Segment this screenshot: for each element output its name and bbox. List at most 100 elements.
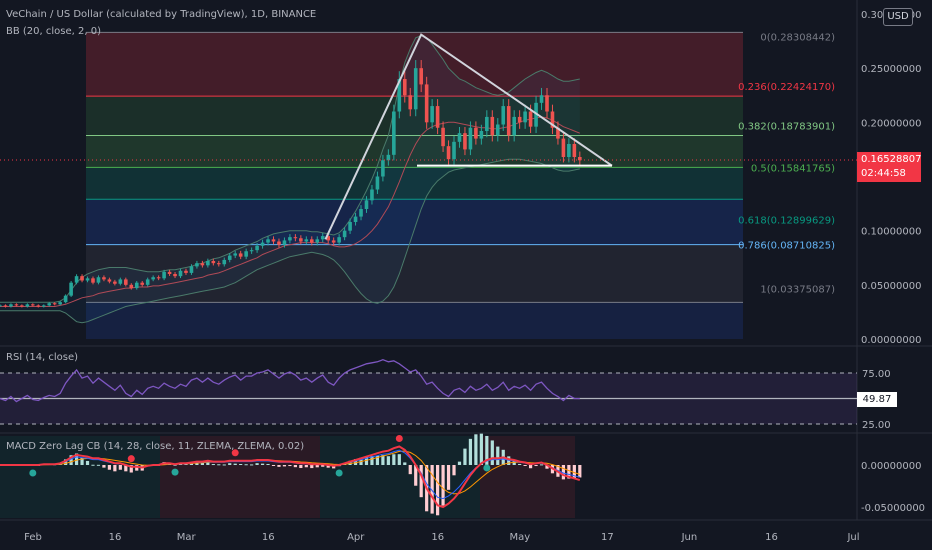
macd-cross-dot [335, 469, 343, 477]
candle-body [364, 200, 369, 209]
candle-body [386, 154, 391, 161]
macd-histogram-bar [518, 463, 522, 465]
macd-histogram-bar [91, 464, 95, 466]
time-axis-tick: 16 [109, 532, 122, 543]
candle-body [490, 116, 495, 136]
rsi-value-tag: 49.87 [857, 392, 897, 407]
time-axis-tick: Jul [846, 532, 859, 543]
candle-body [227, 255, 232, 260]
macd-histogram-bar [85, 460, 90, 465]
macd-cross-dot [127, 455, 135, 463]
candle-body [578, 157, 582, 161]
macd-histogram-bar [260, 463, 265, 465]
candle-body [96, 277, 101, 283]
macd-histogram-bar [277, 465, 281, 467]
macd-cross-dot [483, 464, 491, 472]
macd-histogram-bar [452, 465, 456, 476]
macd-histogram-bar [534, 465, 538, 467]
macd-histogram-bar [321, 465, 325, 467]
macd-histogram-bar [375, 455, 380, 465]
macd-histogram-bar [326, 465, 330, 468]
currency-badge[interactable]: USD [883, 8, 913, 26]
fib-level-label: 0.382(0.18783901) [738, 122, 835, 133]
time-axis-tick: Jun [681, 532, 698, 543]
candle-body [348, 222, 352, 231]
fib-zone [86, 302, 743, 339]
macd-histogram-bar [430, 465, 434, 514]
candle-body [320, 236, 325, 240]
fib-level-label: 0.236(0.22424170) [738, 82, 835, 93]
macd-histogram-bar [485, 435, 489, 465]
candle-body [359, 209, 363, 217]
macd-histogram-bar [479, 433, 483, 465]
macd-background-zone [480, 436, 575, 518]
macd-zero-lag-line [0, 445, 581, 509]
candle-body [222, 259, 227, 265]
candle-body [506, 106, 511, 136]
candle-body [113, 281, 117, 284]
last-price-value: 0.16528807 [861, 154, 922, 165]
candle-body [342, 230, 347, 238]
candle-body [282, 240, 287, 245]
candle-body [463, 133, 467, 150]
macd-histogram-bar [392, 454, 396, 465]
candle-body [468, 127, 473, 150]
candle-body [479, 131, 484, 139]
candle-body [244, 251, 248, 257]
candle-body [173, 274, 177, 277]
candle-body [102, 277, 106, 280]
candle-body [353, 216, 358, 222]
candle-body [124, 279, 128, 285]
candle-body [134, 282, 139, 289]
candle-body [80, 276, 84, 281]
candle-body [238, 253, 243, 257]
time-axis-tick: 16 [765, 532, 778, 543]
price-axis-tick: 0.10000000 [861, 227, 921, 238]
candle-body [58, 302, 62, 305]
macd-cross-dot [29, 469, 37, 477]
macd-histogram-bar [135, 465, 139, 471]
candle-body [424, 84, 429, 123]
macd-histogram-bar [315, 465, 319, 468]
candle-body [74, 276, 79, 283]
macd-indicator-label[interactable]: MACD Zero Lag CB (14, 28, close, 11, ZLE… [6, 441, 305, 452]
rsi-indicator-label[interactable]: RSI (14, close) [6, 352, 79, 363]
candle-body [441, 127, 445, 147]
candle-body [413, 68, 418, 110]
macd-cross-dot [171, 468, 179, 476]
candle-body [145, 279, 150, 285]
candle-body [31, 304, 35, 306]
macd-cross-dot [231, 449, 239, 457]
macd-histogram-bar [107, 465, 111, 470]
time-axis-tick: Mar [177, 532, 197, 543]
fib-zone [86, 135, 743, 168]
macd-histogram-bar [282, 465, 287, 467]
macd-histogram-bar [211, 464, 215, 466]
time-axis-tick: May [509, 532, 530, 543]
macd-axis-tick: 0.00000000 [861, 461, 921, 472]
candle-body [457, 133, 462, 142]
candle-body [0, 305, 2, 307]
candle-body [52, 303, 57, 305]
candle-body [233, 253, 238, 256]
candle-body [435, 106, 440, 128]
candle-body [523, 111, 527, 123]
candle-body [430, 106, 434, 123]
candle-body [309, 239, 314, 243]
candle-body [539, 95, 544, 103]
candle-body [167, 271, 172, 274]
candle-body [178, 270, 183, 277]
candle-body [402, 79, 407, 96]
candle-body [3, 305, 8, 307]
candle-body [249, 250, 254, 252]
macd-histogram-bar [124, 465, 128, 472]
candle-body [277, 241, 281, 245]
candle-body [36, 305, 41, 307]
candle-body [14, 304, 19, 306]
candle-body [9, 304, 13, 307]
macd-histogram-bar [545, 465, 549, 469]
bb-indicator-label[interactable]: BB (20, close, 2, 0) [6, 26, 101, 37]
candle-body [118, 279, 123, 284]
macd-histogram-bar [288, 465, 292, 467]
